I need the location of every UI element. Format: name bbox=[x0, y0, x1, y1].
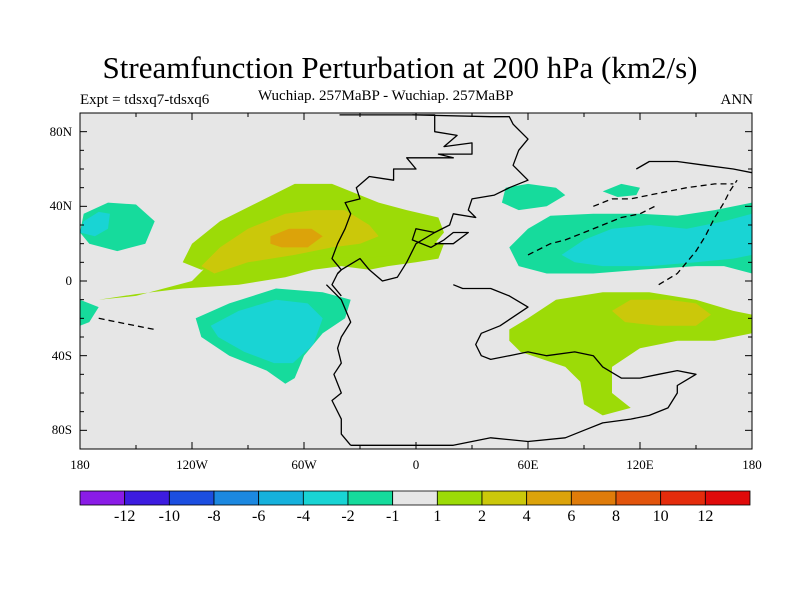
colorbar-box bbox=[570, 490, 617, 506]
colorbar-box bbox=[302, 490, 349, 506]
colorbar-label: 1 bbox=[433, 508, 442, 525]
colorbar-box bbox=[392, 490, 438, 506]
colorbar-box bbox=[258, 490, 304, 506]
contour-region--4 bbox=[210, 299, 323, 364]
colorbar-label: -1 bbox=[385, 508, 400, 525]
period-label: Wuchiap. 257MaBP - Wuchiap. 257MaBP bbox=[258, 88, 514, 104]
contour-region-6 bbox=[270, 228, 323, 248]
coastline-pangea-tethys-coast bbox=[331, 231, 436, 297]
colorbar-box bbox=[526, 490, 572, 506]
coastline-east-asia-arc bbox=[527, 205, 656, 256]
x-tick-label: 120W bbox=[176, 457, 208, 472]
x-tick-label: 60E bbox=[517, 457, 539, 472]
y-tick-label: 40S bbox=[51, 347, 72, 363]
y-tick-label: 80N bbox=[49, 123, 72, 139]
coastline-north-east-coast bbox=[635, 160, 752, 174]
x-tick-label: 180 bbox=[742, 457, 762, 472]
contour-region-4 bbox=[612, 299, 711, 326]
colorbar-box bbox=[347, 490, 394, 506]
colorbar-box bbox=[168, 490, 215, 506]
contour-region--4 bbox=[80, 211, 110, 237]
coastline-layer bbox=[98, 114, 752, 446]
contour-region--2 bbox=[501, 183, 566, 211]
coastline-pangea-south-west-coast bbox=[325, 284, 352, 446]
colorbar-label: -6 bbox=[251, 508, 266, 525]
colorbar-box bbox=[79, 490, 126, 506]
x-tick-label: 120E bbox=[626, 457, 654, 472]
experiment-label: Expt = tdsxq7-tdsxq6 bbox=[80, 92, 210, 108]
y-tick-label: 80S bbox=[51, 422, 72, 438]
colorbar-label: -10 bbox=[158, 508, 180, 525]
colorbar-label: -2 bbox=[341, 508, 355, 525]
season-label: ANN bbox=[720, 92, 754, 108]
colorbar-label: -4 bbox=[296, 508, 310, 525]
x-tick-label: 180 bbox=[70, 457, 90, 472]
colorbar-label: 10 bbox=[652, 508, 669, 525]
coastline-cathaysia-arc bbox=[658, 179, 738, 286]
colorbar-label: 12 bbox=[697, 508, 714, 525]
coastline-east-asia-inner bbox=[593, 183, 734, 207]
contour-region-2 bbox=[724, 314, 752, 330]
contour-region--4 bbox=[561, 213, 752, 267]
colorbar-box bbox=[124, 490, 170, 506]
coastline-pangea-south-east-coast bbox=[350, 284, 697, 446]
colorbar-box bbox=[213, 490, 260, 506]
contour-region--2 bbox=[80, 299, 99, 326]
colorbar-box bbox=[436, 490, 483, 506]
x-tick-label: 0 bbox=[412, 457, 420, 472]
chart-title: Streamfunction Perturbation at 200 hPa (… bbox=[102, 50, 698, 85]
colorbar-label: 2 bbox=[478, 508, 486, 525]
x-tick-label: 60W bbox=[291, 457, 317, 472]
coastline-pangea-east-coast-north bbox=[411, 114, 529, 249]
colorbar-box bbox=[660, 490, 706, 506]
colorbar-box bbox=[615, 490, 662, 506]
colorbar-label: -8 bbox=[207, 508, 221, 525]
colorbar-box bbox=[704, 490, 751, 506]
y-tick-label: 0 bbox=[65, 273, 73, 288]
colorbar-label: 4 bbox=[522, 508, 531, 525]
coastline-pangea-north-coast bbox=[331, 114, 473, 274]
colorbar-box bbox=[481, 490, 528, 506]
colorbar-label: 6 bbox=[567, 508, 576, 525]
colorbar-label: -12 bbox=[113, 508, 136, 525]
y-tick-label: 40N bbox=[49, 198, 72, 214]
contour-region--2 bbox=[602, 183, 640, 197]
colorbar-label: 8 bbox=[612, 508, 620, 525]
